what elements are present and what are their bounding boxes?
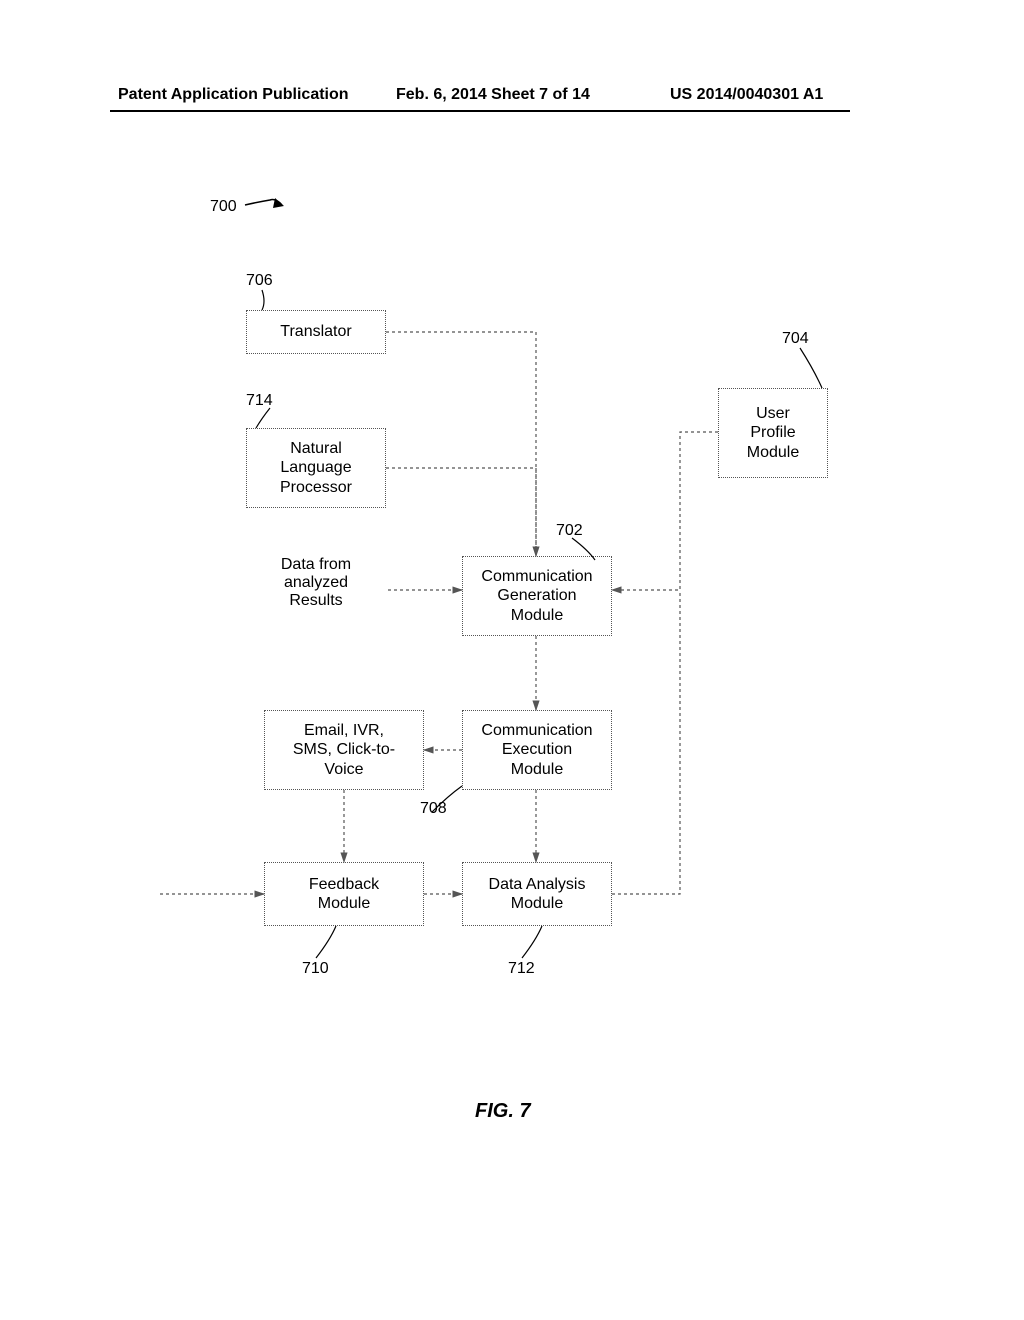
ref-708: 708: [420, 800, 447, 818]
comm-gen-box: Communication Generation Module: [462, 556, 612, 636]
header-left: Patent Application Publication: [118, 86, 349, 104]
nlp-label: Natural Language Processor: [280, 439, 352, 497]
ref-702: 702: [556, 522, 583, 540]
ref-714: 714: [246, 392, 273, 410]
header-center: Feb. 6, 2014 Sheet 7 of 14: [396, 86, 590, 104]
nlp-box: Natural Language Processor: [246, 428, 386, 508]
user-profile-box: User Profile Module: [718, 388, 828, 478]
header-rule: [110, 110, 850, 112]
data-analysis-label: Data Analysis Module: [489, 875, 586, 913]
data-analysis-box: Data Analysis Module: [462, 862, 612, 926]
ref-706: 706: [246, 272, 273, 290]
ref-704: 704: [782, 330, 809, 348]
feedback-box: Feedback Module: [264, 862, 424, 926]
user-profile-label: User Profile Module: [747, 404, 799, 462]
feedback-label: Feedback Module: [309, 875, 379, 913]
comm-exec-label: Communication Execution Module: [481, 721, 592, 779]
figure-caption: FIG. 7: [475, 1100, 531, 1123]
email-ivr-label: Email, IVR, SMS, Click-to- Voice: [293, 721, 395, 779]
ref-712: 712: [508, 960, 535, 978]
ref-710: 710: [302, 960, 329, 978]
translator-label: Translator: [280, 322, 351, 341]
page: Patent Application Publication Feb. 6, 2…: [0, 0, 1024, 1320]
ref-700: 700: [210, 198, 237, 216]
header-right: US 2014/0040301 A1: [670, 86, 823, 104]
data-results-text: Data from analyzed Results: [246, 556, 386, 610]
email-ivr-box: Email, IVR, SMS, Click-to- Voice: [264, 710, 424, 790]
comm-gen-label: Communication Generation Module: [481, 567, 592, 625]
translator-box: Translator: [246, 310, 386, 354]
comm-exec-box: Communication Execution Module: [462, 710, 612, 790]
